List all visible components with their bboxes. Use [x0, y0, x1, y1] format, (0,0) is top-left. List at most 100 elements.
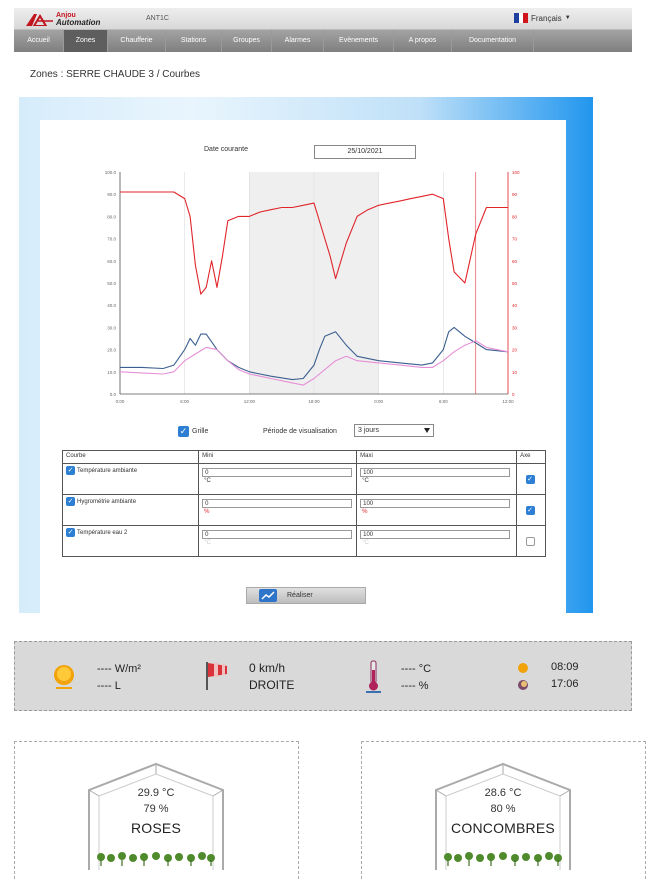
language-label: Français: [531, 13, 562, 23]
series-line-pink: [119, 340, 509, 386]
x-tick-label: 18:00: [308, 399, 320, 404]
nav-item-documentation[interactable]: Documentation: [452, 30, 534, 52]
axis-cell: ✓: [516, 463, 546, 495]
series-line-blue: [120, 326, 509, 381]
axis-cell: [516, 525, 546, 557]
axis-cell: ✓: [516, 494, 546, 526]
axis-checkbox[interactable]: ✓: [525, 506, 535, 515]
greenhouse-card-roses[interactable]: 29.9 °C 79 % ROSES: [14, 741, 299, 879]
logo-text: Anjou Automation: [56, 12, 101, 27]
max-unit: °C: [362, 540, 369, 546]
site-name: ANT1C: [146, 15, 169, 22]
max-cell: 100 °C: [356, 463, 518, 495]
min-unit: %: [204, 509, 210, 515]
col-axe: Axe: [516, 450, 546, 464]
col-courbe: Courbe: [61, 450, 200, 464]
rain-value: ---- L: [97, 680, 121, 692]
left-tick-label: 10.0: [107, 370, 116, 375]
curve-name-cell: ✓ Température eau 2: [61, 525, 200, 557]
left-tick-label: 30.0: [107, 325, 116, 330]
left-tick-label: 90.0: [107, 192, 116, 197]
left-tick-label: 60.0: [107, 259, 116, 264]
sunrise-icon: [518, 663, 528, 673]
wind-sock-icon: [206, 662, 227, 690]
breadcrumb: Zones : SERRE CHAUDE 3 / Courbes: [30, 69, 201, 80]
curve-checkbox[interactable]: ✓: [66, 497, 75, 506]
axis-checkbox[interactable]: ✓: [525, 475, 535, 484]
language-selector[interactable]: Français ▼: [514, 13, 571, 23]
max-input[interactable]: 100: [360, 468, 511, 477]
right-tick-label: 20: [512, 348, 518, 353]
max-input[interactable]: 100: [360, 530, 511, 539]
right-tick-label: 70: [512, 237, 518, 242]
curves-table: Courbe Mini Maxi Axe ✓ Température ambian…: [61, 450, 546, 557]
min-cell: 0%: [198, 494, 358, 526]
nav-item-alarmes[interactable]: Alarmes: [272, 30, 324, 52]
min-unit: °C: [204, 478, 211, 484]
sunset-time: 17:06: [551, 678, 579, 690]
right-tick-label: 90: [512, 192, 518, 197]
max-input[interactable]: 100: [360, 499, 511, 508]
nav-item-stations[interactable]: Stations: [166, 30, 222, 52]
realize-label: Réaliser: [287, 592, 313, 599]
wind-speed: 0 km/h: [249, 661, 286, 675]
period-label: Période de visualisation: [263, 428, 337, 435]
nav-item-zones[interactable]: Zones: [64, 30, 108, 52]
nav-item-chaufferie[interactable]: Chaufferie: [108, 30, 166, 52]
right-tick-label: 0: [512, 392, 515, 397]
max-unit: %: [362, 509, 368, 515]
chart-icon: [259, 589, 277, 602]
sunset-icon: [518, 680, 528, 690]
greenhouse-humidity: 80 %: [490, 803, 516, 815]
right-tick-label: 100: [512, 170, 520, 175]
x-tick-label: 6:00: [439, 399, 448, 404]
period-select[interactable]: 3 jours: [354, 424, 434, 437]
x-tick-label: 6:00: [180, 399, 189, 404]
nav-item-a-propos[interactable]: A propos: [394, 30, 452, 52]
realize-button[interactable]: Réaliser: [246, 587, 366, 604]
french-flag-icon: [514, 13, 529, 23]
greenhouse-icon: [435, 762, 571, 870]
curve-name: Hygrométrie ambiante: [77, 499, 137, 506]
max-unit: °C: [362, 478, 369, 484]
date-input[interactable]: 25/10/2021: [314, 145, 416, 159]
x-tick-label: 12:00: [502, 399, 514, 404]
greenhouse-temperature: 28.6 °C: [484, 787, 522, 799]
curve-name-cell: ✓ Température ambiante: [61, 463, 200, 495]
axis-checkbox[interactable]: [525, 537, 535, 546]
right-tick-label: 80: [512, 214, 518, 219]
min-cell: 0 °C: [198, 463, 358, 495]
nav-item-groupes[interactable]: Groupes: [222, 30, 272, 52]
period-value: 3 jours: [358, 427, 380, 434]
grid-label: Grille: [192, 428, 209, 435]
nav-item-accueil[interactable]: Accueil: [14, 30, 64, 52]
left-tick-label: 80.0: [107, 214, 116, 219]
table-row: ✓ Température ambiante 0 °C 100 °C ✓: [61, 463, 546, 495]
curve-checkbox[interactable]: ✓: [66, 528, 75, 537]
greenhouse-name: CONCOMBRES: [451, 820, 555, 836]
greenhouse-name: ROSES: [130, 820, 181, 836]
nav-item-ev-nements[interactable]: Evènements: [324, 30, 394, 52]
brand-line2: Automation: [56, 18, 101, 27]
greenhouse-card-concombres[interactable]: 28.6 °C 80 % CONCOMBRES: [361, 741, 646, 879]
left-tick-label: 100.0: [105, 170, 117, 175]
x-tick-label: 12:00: [244, 399, 256, 404]
min-unit: °C: [204, 540, 211, 546]
brand-line1: Anjou: [56, 12, 76, 19]
weather-bar: ---- W/m² ---- L 0 km/h DROITE ---- °C -…: [14, 641, 632, 711]
greenhouse-icon: [88, 762, 224, 870]
max-cell: 100%: [356, 494, 518, 526]
curve-checkbox[interactable]: ✓: [66, 466, 75, 475]
min-input[interactable]: 0: [202, 468, 353, 477]
min-input[interactable]: 0: [202, 499, 353, 508]
top-bar: Anjou Automation ANT1C Français ▼: [14, 8, 632, 30]
wind-direction: DROITE: [249, 678, 295, 692]
right-tick-label: 60: [512, 259, 518, 264]
grid-checkbox[interactable]: ✓: [178, 426, 189, 437]
curve-name-cell: ✓ Hygrométrie ambiante: [61, 494, 200, 526]
left-tick-label: 0.0: [110, 392, 117, 397]
date-label: Date courante: [204, 146, 248, 153]
select-arrow-icon: [424, 428, 430, 433]
min-input[interactable]: 0: [202, 530, 353, 539]
company-logo[interactable]: Anjou Automation: [26, 10, 100, 28]
